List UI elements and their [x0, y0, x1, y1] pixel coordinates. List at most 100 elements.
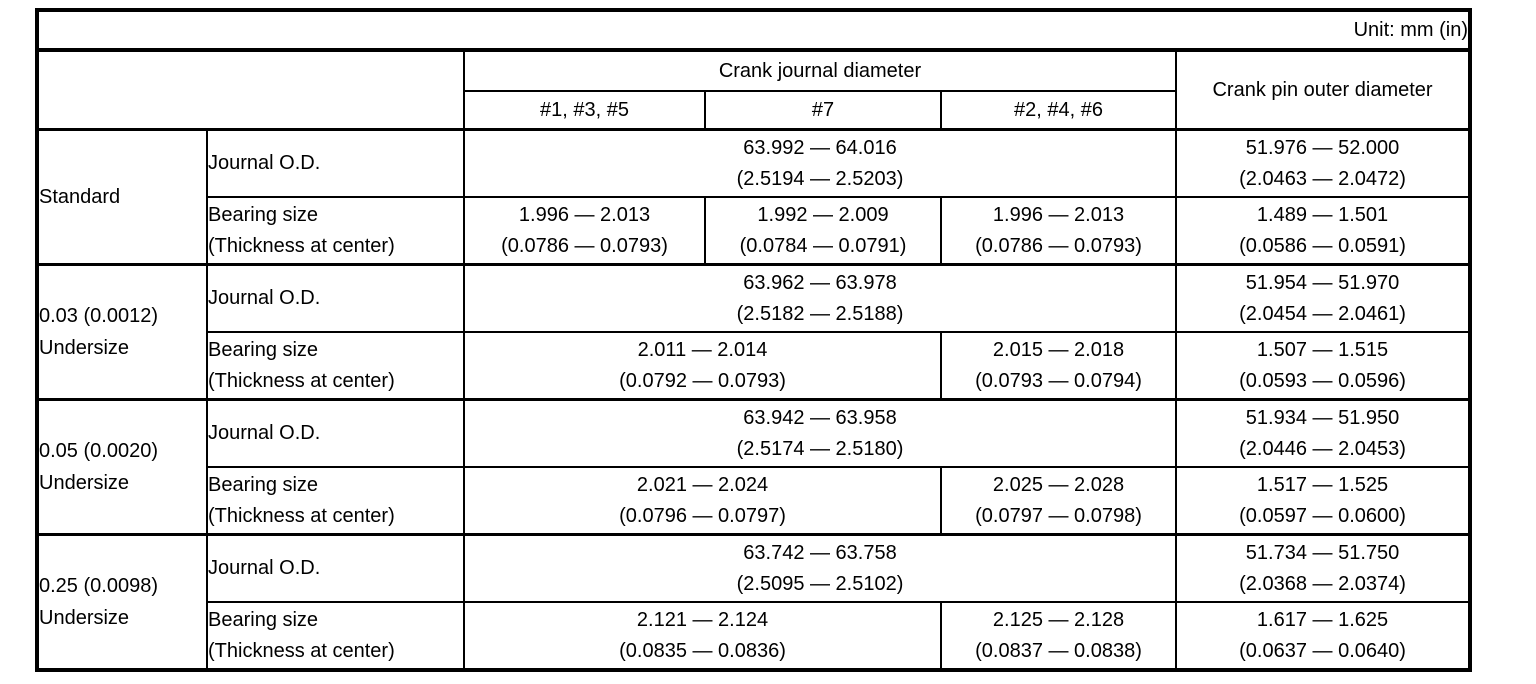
value-inch: (2.5182 — 2.5188): [736, 302, 904, 325]
unit-label: Unit: mm (in): [35, 9, 1472, 52]
journal-col-header-2-4-6: #2, #4, #6: [940, 90, 1177, 131]
value-mm: 51.934 — 51.950: [1245, 406, 1400, 429]
journal-od-row-label: Journal O.D.: [206, 398, 465, 468]
undersize-025-bearing-pin-value: 1.617 — 1.625 (0.0637 — 0.0640): [1174, 601, 1472, 671]
bearing-size-row-label: Bearing size (Thickness at center): [206, 466, 465, 536]
value-inch: (2.0463 — 2.0472): [1239, 167, 1406, 190]
undersize-005-bearing-pin-value: 1.517 — 1.525 (0.0597 — 0.0600): [1174, 466, 1472, 536]
value-inch: (0.0786 — 0.0793): [501, 234, 668, 257]
size-label-line1: 0.25 (0.0098): [39, 575, 158, 597]
value-inch: (0.0586 — 0.0591): [1239, 234, 1406, 257]
value-mm: 2.025 — 2.028: [992, 473, 1125, 496]
undersize-025-journal-od-value: 63.742 — 63.758 (2.5095 — 2.5102): [463, 533, 1177, 603]
undersize-003-bearing-pin-value: 1.507 — 1.515 (0.0593 — 0.0596): [1174, 331, 1472, 401]
undersize-005-journal-od-row: 0.05 (0.0020) Undersize Journal O.D. 63.…: [36, 398, 1472, 536]
value-inch: (0.0837 — 0.0838): [975, 639, 1142, 662]
value-inch: (2.0446 — 2.0453): [1239, 437, 1406, 460]
undersize-005-bearing-row: Bearing size (Thickness at center) 2.021…: [37, 466, 1472, 536]
undersize-003-bearing-j135-7-value: 2.011 — 2.014 (0.0792 — 0.0793): [463, 331, 942, 401]
value-inch: (2.5095 — 2.5102): [736, 572, 904, 595]
standard-bearing-row: Bearing size (Thickness at center) 1.996…: [37, 196, 1472, 266]
undersize-025-bearing-j246-value: 2.125 — 2.128 (0.0837 — 0.0838): [940, 601, 1177, 671]
value-inch: (0.0784 — 0.0791): [739, 234, 907, 257]
value-inch: (0.0796 — 0.0797): [619, 504, 786, 527]
undersize-025-pin-od-value: 51.734 — 51.750 (2.0368 — 2.0374): [1174, 533, 1472, 603]
bearing-size-row-label: Bearing size (Thickness at center): [206, 196, 465, 266]
journal-od-row-label: Journal O.D.: [206, 263, 465, 333]
value-mm: 1.489 — 1.501: [1256, 203, 1389, 226]
value-mm: 2.015 — 2.018: [992, 338, 1125, 361]
value-inch: (0.0593 — 0.0596): [1239, 369, 1406, 392]
value-mm: 63.962 — 63.978: [743, 271, 897, 294]
value-mm: 2.021 — 2.024: [636, 473, 769, 496]
size-label-undersize-025: 0.25 (0.0098) Undersize: [36, 533, 208, 671]
size-label-line2: Undersize: [39, 472, 130, 494]
size-label-line2: Undersize: [39, 607, 130, 629]
value-inch: (2.5194 — 2.5203): [736, 167, 904, 190]
journal-od-row-label: Journal O.D.: [206, 128, 465, 198]
value-mm: 51.734 — 51.750: [1245, 541, 1400, 564]
value-inch: (0.0793 — 0.0794): [975, 369, 1142, 392]
value-inch: (0.0797 — 0.0798): [975, 504, 1142, 527]
standard-bearing-j135-value: 1.996 — 2.013 (0.0786 — 0.0793): [463, 196, 706, 266]
header-row-2: #1, #3, #5 #7 #2, #4, #6: [37, 90, 1470, 131]
value-mm: 2.125 — 2.128: [992, 608, 1125, 631]
crank-journal-diameter-header: Crank journal diameter: [463, 49, 1177, 92]
value-mm: 51.976 — 52.000: [1245, 136, 1400, 159]
size-label-line1: 0.05 (0.0020): [39, 440, 158, 462]
value-inch: (0.0835 — 0.0836): [619, 639, 786, 662]
undersize-003-journal-od-row: 0.03 (0.0012) Undersize Journal O.D. 63.…: [36, 263, 1472, 401]
undersize-003-bearing-row: Bearing size (Thickness at center) 2.011…: [37, 331, 1472, 401]
journal-col-header-1-3-5: #1, #3, #5: [463, 90, 706, 131]
standard-bearing-j246-value: 1.996 — 2.013 (0.0786 — 0.0793): [940, 196, 1177, 266]
value-mm: 1.617 — 1.625: [1256, 608, 1389, 631]
value-inch: (0.0637 — 0.0640): [1239, 639, 1406, 662]
bearing-size-row-label: Bearing size (Thickness at center): [206, 601, 465, 671]
value-mm: 63.742 — 63.758: [743, 541, 897, 564]
value-mm: 1.507 — 1.515: [1256, 338, 1389, 361]
value-mm: 2.121 — 2.124: [636, 608, 769, 631]
value-inch: (2.0368 — 2.0374): [1239, 572, 1406, 595]
value-mm: 1.517 — 1.525: [1256, 473, 1389, 496]
undersize-005-journal-od-value: 63.942 — 63.958 (2.5174 — 2.5180): [463, 398, 1177, 468]
crank-pin-outer-diameter-header: Crank pin outer diameter: [1174, 49, 1472, 131]
value-mm: 63.992 — 64.016: [743, 136, 897, 159]
value-mm: 51.954 — 51.970: [1245, 271, 1400, 294]
value-mm: 1.996 — 2.013: [992, 203, 1125, 226]
standard-pin-od-value: 51.976 — 52.000 (2.0463 — 2.0472): [1174, 128, 1472, 198]
value-inch: (0.0597 — 0.0600): [1239, 504, 1406, 527]
crankshaft-spec-table: Unit: mm (in) Crank journal diameter Cra…: [35, 8, 1473, 672]
size-label-undersize-005: 0.05 (0.0020) Undersize: [36, 398, 208, 536]
standard-bearing-j7-value: 1.992 — 2.009 (0.0784 — 0.0791): [704, 196, 942, 266]
undersize-025-bearing-row: Bearing size (Thickness at center) 2.121…: [37, 601, 1472, 671]
undersize-005-bearing-j135-7-value: 2.021 — 2.024 (0.0796 — 0.0797): [463, 466, 942, 536]
value-inch: (0.0786 — 0.0793): [975, 234, 1142, 257]
journal-col-header-7: #7: [704, 90, 942, 131]
standard-journal-od-value: 63.992 — 64.016 (2.5194 — 2.5203): [463, 128, 1177, 198]
value-mm: 63.942 — 63.958: [743, 406, 897, 429]
undersize-025-journal-od-row: 0.25 (0.0098) Undersize Journal O.D. 63.…: [36, 533, 1472, 671]
bearing-size-row-label: Bearing size (Thickness at center): [206, 331, 465, 401]
unit-row: Unit: mm (in): [35, 9, 1472, 52]
undersize-025-bearing-j135-7-value: 2.121 — 2.124 (0.0835 — 0.0836): [463, 601, 942, 671]
undersize-003-bearing-j246-value: 2.015 — 2.018 (0.0793 — 0.0794): [940, 331, 1177, 401]
value-inch: (2.5174 — 2.5180): [736, 437, 904, 460]
value-mm: 2.011 — 2.014: [637, 338, 768, 361]
size-label-line1: Standard: [39, 186, 121, 208]
value-mm: 1.996 — 2.013: [518, 203, 651, 226]
value-inch: (0.0792 — 0.0793): [619, 369, 786, 392]
standard-journal-od-row: Standard Journal O.D. 63.992 — 64.016 (2…: [36, 128, 1472, 266]
value-mm: 1.992 — 2.009: [757, 203, 889, 226]
size-label-line2: Undersize: [39, 337, 130, 359]
header-row-1: Crank journal diameter Crank pin outer d…: [36, 49, 1472, 131]
undersize-005-bearing-j246-value: 2.025 — 2.028 (0.0797 — 0.0798): [940, 466, 1177, 536]
size-label-undersize-003: 0.03 (0.0012) Undersize: [36, 263, 208, 401]
undersize-005-pin-od-value: 51.934 — 51.950 (2.0446 — 2.0453): [1174, 398, 1472, 468]
value-inch: (2.0454 — 2.0461): [1239, 302, 1406, 325]
empty-header-cell: [36, 49, 465, 131]
size-label-line1: 0.03 (0.0012): [39, 305, 158, 327]
size-label-standard: Standard: [36, 128, 208, 266]
undersize-003-journal-od-value: 63.962 — 63.978 (2.5182 — 2.5188): [463, 263, 1177, 333]
standard-bearing-pin-value: 1.489 — 1.501 (0.0586 — 0.0591): [1174, 196, 1472, 266]
